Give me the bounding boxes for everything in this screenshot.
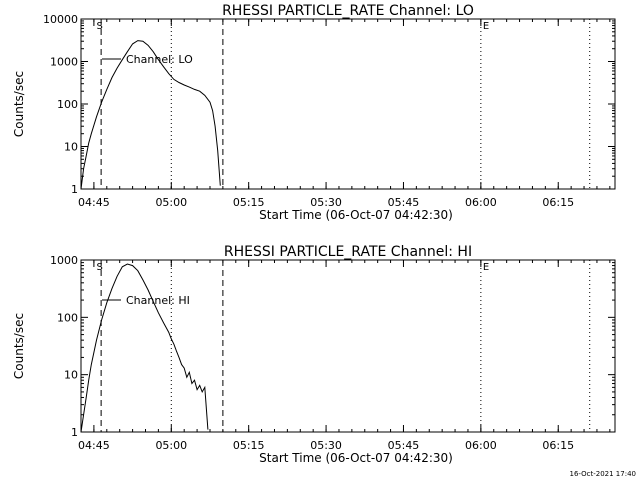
x-tick-label: 05:00 (155, 439, 187, 452)
series-line (80, 263, 209, 433)
x-tick-label: 04:45 (78, 196, 110, 209)
x-tick-label: 06:15 (542, 439, 574, 452)
marker-label: E (483, 262, 489, 273)
chart-title: RHESSI PARTICLE_RATE Channel: HI (224, 244, 472, 260)
y-tick-label: 10 (64, 369, 78, 382)
x-tick-label: 05:30 (310, 196, 342, 209)
x-axis-label: Start Time (06-Oct-07 04:42:30) (259, 208, 453, 222)
legend-label: Channel: HI (126, 294, 190, 307)
x-tick-label: 06:00 (465, 196, 497, 209)
y-tick-label: 1 (71, 426, 78, 439)
legend-label: Channel: LO (126, 53, 193, 66)
plot-channel-lo: RHESSI PARTICLE_RATE Channel: LO 1 10 100 10… (12, 3, 616, 222)
footer-timestamp: 16-Oct-2021 17:40 (570, 470, 636, 478)
x-tick-label: 05:45 (388, 439, 420, 452)
x-tick-label: 04:45 (78, 439, 110, 452)
chart-title: RHESSI PARTICLE_RATE Channel: LO (222, 3, 474, 19)
y-tick-label: 10 (64, 141, 78, 154)
marker-label: S (96, 262, 102, 273)
y-axis-label: Counts/sec (12, 313, 26, 379)
y-tick-label: 100 (57, 98, 78, 111)
y-tick-label: 1 (71, 183, 78, 196)
marker-label: S (96, 21, 102, 32)
marker-label: E (483, 21, 489, 32)
y-tick-label: 10000 (43, 13, 78, 26)
plot-frame (80, 18, 616, 190)
x-tick-label: 05:45 (388, 196, 420, 209)
x-tick-label: 05:00 (155, 196, 187, 209)
series-line (80, 40, 221, 190)
y-tick-label: 100 (57, 311, 78, 324)
x-tick-label: 05:15 (233, 439, 265, 452)
y-tick-label: 1000 (50, 254, 78, 267)
x-tick-label: 06:00 (465, 439, 497, 452)
x-axis-label: Start Time (06-Oct-07 04:42:30) (259, 451, 453, 465)
x-tick-label: 05:15 (233, 196, 265, 209)
x-tick-label: 06:15 (542, 196, 574, 209)
y-tick-label: 1000 (50, 56, 78, 69)
plot-frame (80, 259, 616, 433)
plot-channel-hi: RHESSI PARTICLE_RATE Channel: HI 1 10 100 10… (12, 244, 616, 465)
y-axis-label: Counts/sec (12, 71, 26, 137)
x-tick-label: 05:30 (310, 439, 342, 452)
